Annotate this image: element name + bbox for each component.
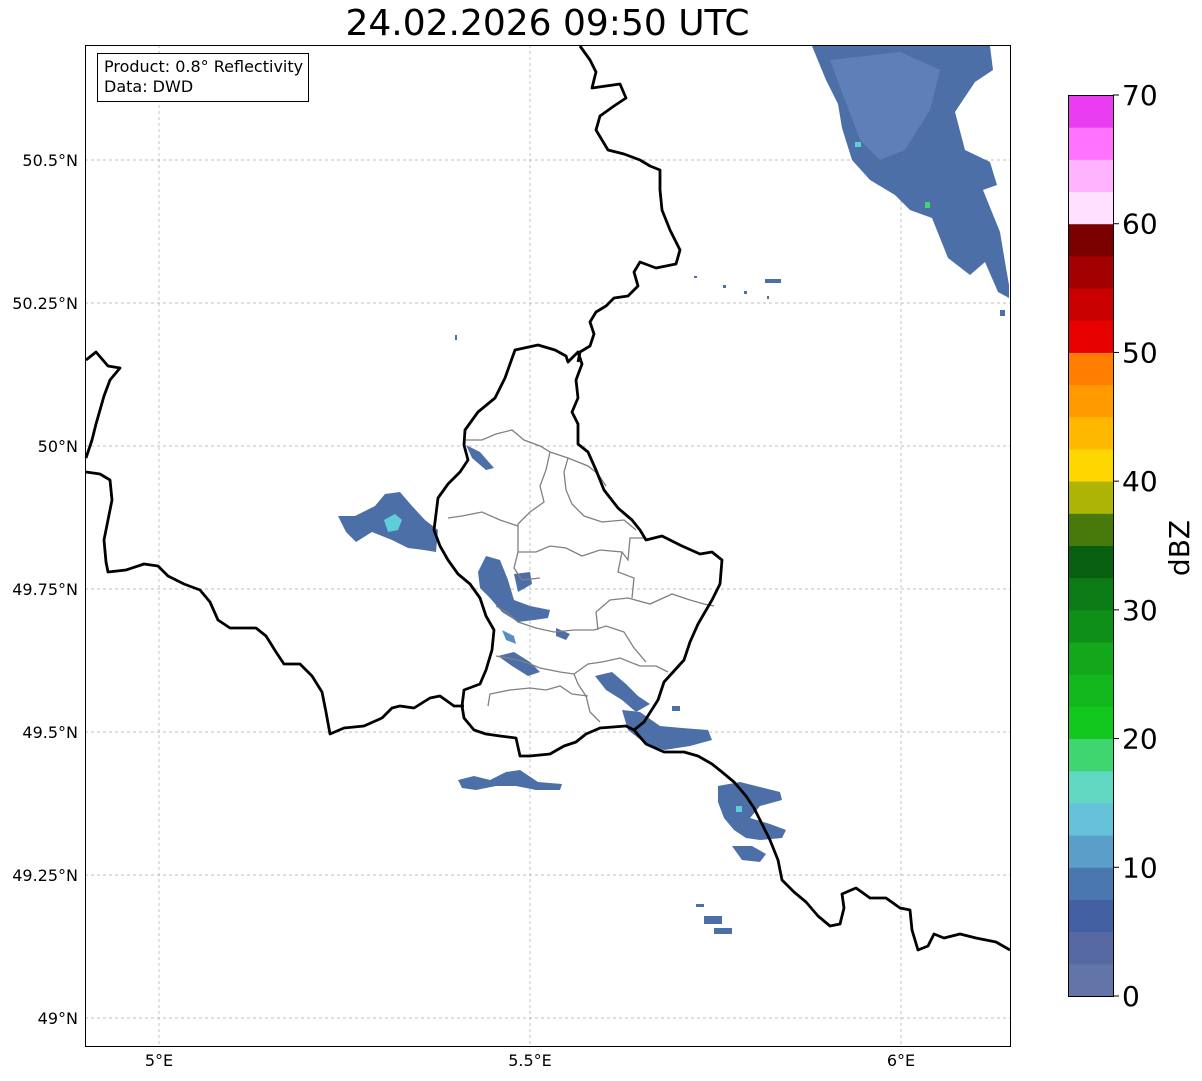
colorbar-segment [1068, 931, 1113, 965]
colorbar-segment [1068, 899, 1113, 933]
radar-echoes [338, 46, 1009, 934]
echo-small [556, 628, 570, 640]
colorbar-segment [1068, 255, 1113, 289]
latitude-tick-labels: 49°N 49.25°N 49.5°N 49.75°N 50°N 50.25°N 50.5°… [12, 151, 78, 1028]
colorbar-tick-label: 30 [1122, 594, 1158, 627]
colorbar-tick-label: 10 [1122, 851, 1158, 884]
lon-tick-label: 5°E [145, 1051, 173, 1070]
colorbar-segment [1068, 448, 1113, 482]
echo-cell [694, 276, 697, 278]
echo-cell [744, 291, 747, 294]
colorbar-segment [1068, 95, 1113, 128]
echo-band-southeast [595, 672, 650, 712]
colorbar-segment [1068, 513, 1113, 546]
colorbar-segment [1068, 384, 1113, 418]
belgium-germany-border [576, 45, 682, 363]
colorbar-segment [1068, 835, 1113, 868]
echo-band-south [458, 770, 562, 790]
echo-north-lux [466, 445, 494, 470]
france-belgium-border [85, 470, 464, 736]
map-frame [85, 45, 1011, 1047]
longitude-tick-labels: 5°E5.5°E6°E6.5°E7°E [145, 1051, 915, 1070]
echo-cell [855, 142, 861, 147]
colorbar-segment [1068, 288, 1113, 321]
colorbar-segment [1068, 642, 1113, 675]
lat-tick-label: 49.5°N [22, 723, 78, 742]
country-borders [84, 45, 1011, 952]
colorbar-segment [1068, 320, 1113, 353]
colorbar-tick-label: 60 [1122, 208, 1158, 241]
echo-cell [714, 928, 732, 934]
colorbar-tick-labels: 0 10 20 30 40 50 60 70 [1113, 79, 1158, 1013]
colorbar-segment [1068, 545, 1113, 579]
colorbar-tick-label: 40 [1122, 465, 1158, 498]
colorbar-segment [1068, 191, 1113, 225]
colorbar-segment [1068, 609, 1113, 643]
map-title: 24.02.2026 09:50 UTC [345, 3, 750, 44]
france-germany-border [632, 729, 1011, 952]
colorbar-tick-label: 50 [1122, 336, 1158, 369]
lat-tick-label: 50.5°N [22, 151, 78, 170]
lat-tick-label: 50°N [38, 437, 78, 456]
colorbar-frame [1068, 95, 1114, 997]
echo-cell [723, 285, 726, 288]
colorbar-segment [1068, 867, 1113, 900]
echo-cell [925, 202, 930, 208]
echo-cell [1000, 310, 1005, 316]
colorbar-segment [1068, 223, 1113, 257]
colorbar-segment [1068, 481, 1113, 514]
echo-band-northeast-core [830, 52, 940, 160]
lon-tick-label: 5.5°E [508, 1051, 552, 1070]
belgium-northwest-border [84, 350, 122, 459]
colorbar [1068, 95, 1113, 997]
colorbar-segment [1068, 127, 1113, 160]
echo-band-central-b [514, 572, 532, 592]
lat-tick-label: 49.75°N [12, 580, 78, 599]
colorbar-tick-label: 70 [1122, 79, 1158, 112]
district-boundaries [447, 429, 715, 723]
lat-tick-label: 50.25°N [12, 294, 78, 313]
echo-band-central [478, 556, 550, 622]
echo-cell [1003, 285, 1009, 290]
colorbar-segment [1068, 706, 1113, 740]
colorbar-segment [1068, 963, 1113, 997]
gridlines [85, 45, 1010, 1046]
colorbar-tick-label: 0 [1122, 980, 1140, 1013]
colorbar-segment [1068, 738, 1113, 772]
info-box: Product: 0.8° Reflectivity Data: DWD [97, 53, 310, 102]
colorbar-segment [1068, 770, 1113, 804]
colorbar-tick-label: 20 [1122, 723, 1158, 756]
lat-tick-label: 49°N [38, 1009, 78, 1028]
echo-cell [672, 706, 680, 711]
echo-cell [736, 806, 742, 812]
colorbar-segment [1068, 159, 1113, 193]
data-source-text: Data: DWD [104, 77, 194, 96]
echo-cluster-saar-b [732, 846, 766, 862]
product-text: Product: 0.8° Reflectivity [104, 57, 304, 76]
echo-cell [765, 279, 781, 283]
echo-cell [455, 335, 457, 340]
echo-cell [696, 904, 704, 907]
echo-cell [704, 916, 722, 924]
echo-core-cyan [384, 514, 402, 532]
colorbar-segment [1068, 802, 1113, 836]
echo-cluster-saar [718, 782, 786, 840]
lat-tick-label: 49.25°N [12, 866, 78, 885]
echo-cell [767, 296, 769, 299]
lon-tick-label: 6°E [887, 1051, 915, 1070]
echo-small [502, 630, 516, 644]
colorbar-segment [1068, 577, 1113, 611]
colorbar-segment [1068, 416, 1113, 450]
echo-band-lux-south [498, 652, 540, 676]
luxembourg-border [432, 343, 724, 758]
colorbar-segment [1068, 352, 1113, 386]
colorbar-segment [1068, 674, 1113, 707]
colorbar-label: dBZ [1163, 520, 1196, 576]
